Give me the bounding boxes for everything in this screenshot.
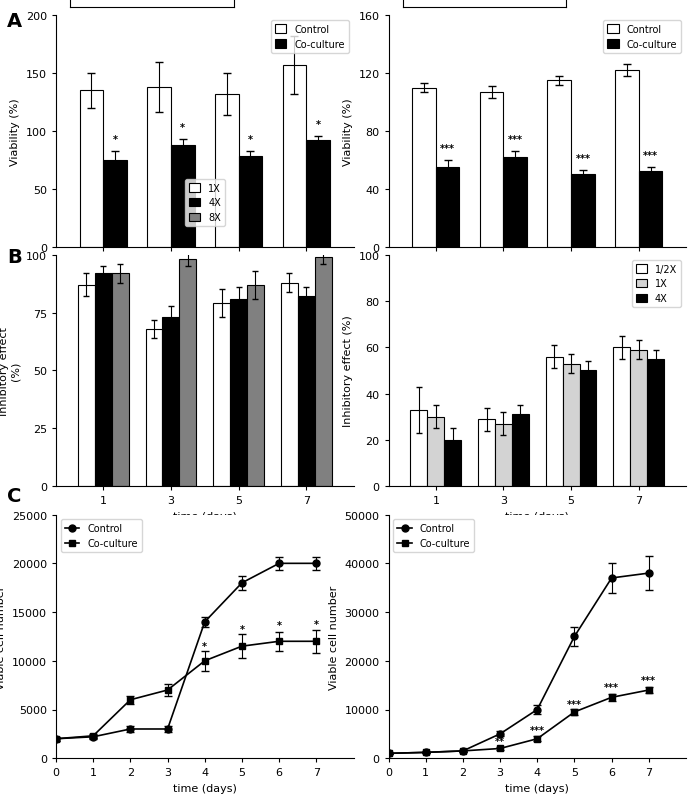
Bar bbox=[412, 88, 436, 247]
Text: *: * bbox=[248, 135, 253, 144]
Bar bbox=[503, 158, 527, 247]
Bar bbox=[495, 424, 512, 487]
Bar bbox=[215, 95, 239, 247]
Bar bbox=[428, 417, 444, 487]
Bar bbox=[314, 258, 332, 487]
Legend: Control, Co-culture: Control, Co-culture bbox=[61, 520, 141, 552]
Legend: Control, Co-culture: Control, Co-culture bbox=[271, 21, 349, 54]
X-axis label: time (days): time (days) bbox=[505, 511, 569, 521]
Bar bbox=[104, 161, 127, 247]
Bar bbox=[580, 371, 596, 487]
X-axis label: time (days): time (days) bbox=[173, 272, 237, 282]
Bar bbox=[647, 359, 664, 487]
Y-axis label: Viability (%): Viability (%) bbox=[10, 98, 20, 165]
Text: *: * bbox=[181, 123, 186, 133]
Bar bbox=[171, 146, 195, 247]
Bar bbox=[563, 364, 580, 487]
Bar bbox=[112, 274, 129, 487]
Bar bbox=[638, 172, 662, 247]
X-axis label: time (days): time (days) bbox=[173, 511, 237, 521]
Bar bbox=[78, 285, 95, 487]
Text: **: ** bbox=[495, 736, 505, 745]
Bar bbox=[283, 66, 306, 247]
X-axis label: time (days): time (days) bbox=[505, 272, 569, 282]
Legend: Control, Co-culture: Control, Co-culture bbox=[603, 21, 681, 54]
Bar bbox=[613, 348, 630, 487]
Bar bbox=[230, 299, 247, 487]
Text: *: * bbox=[314, 619, 318, 629]
Text: B: B bbox=[7, 247, 22, 266]
Bar bbox=[478, 419, 495, 487]
Text: ***: *** bbox=[567, 698, 582, 709]
Bar bbox=[146, 329, 162, 487]
Bar bbox=[436, 168, 459, 247]
Bar bbox=[547, 81, 571, 247]
Bar bbox=[410, 410, 428, 487]
Text: C: C bbox=[7, 487, 22, 505]
Bar bbox=[630, 350, 647, 487]
X-axis label: time (days): time (days) bbox=[173, 783, 237, 793]
Text: A: A bbox=[7, 12, 22, 31]
Bar bbox=[571, 175, 595, 247]
Bar bbox=[546, 357, 563, 487]
Bar bbox=[179, 260, 196, 487]
Y-axis label: Inhibitory effect
(%): Inhibitory effect (%) bbox=[0, 327, 20, 415]
Bar bbox=[306, 141, 330, 247]
Bar bbox=[480, 92, 503, 247]
Text: ***: *** bbox=[643, 151, 658, 161]
Bar bbox=[80, 92, 104, 247]
Y-axis label: Viability (%): Viability (%) bbox=[343, 98, 353, 165]
Text: *: * bbox=[239, 624, 244, 635]
Bar bbox=[95, 274, 112, 487]
Text: ***: *** bbox=[508, 135, 523, 145]
Text: ***: *** bbox=[641, 676, 657, 685]
Text: U251 cell: U251 cell bbox=[449, 0, 520, 2]
Y-axis label: Viable cell number: Viable cell number bbox=[0, 585, 6, 689]
Legend: 1X, 4X, 8X: 1X, 4X, 8X bbox=[185, 179, 225, 227]
Text: ***: *** bbox=[440, 144, 455, 154]
Text: *: * bbox=[113, 135, 118, 144]
Text: ***: *** bbox=[604, 683, 619, 693]
Bar bbox=[239, 157, 262, 247]
Bar bbox=[298, 297, 314, 487]
Bar bbox=[162, 318, 179, 487]
Text: C6 cell: C6 cell bbox=[126, 0, 178, 2]
Text: *: * bbox=[316, 119, 321, 130]
Y-axis label: Inhibitory effect (%): Inhibitory effect (%) bbox=[343, 315, 353, 427]
Y-axis label: Viable cell number: Viable cell number bbox=[329, 585, 339, 689]
Bar bbox=[147, 88, 171, 247]
X-axis label: time (days): time (days) bbox=[505, 783, 569, 793]
Text: *: * bbox=[276, 620, 281, 630]
Text: ***: *** bbox=[530, 725, 545, 736]
Text: *: * bbox=[202, 642, 207, 651]
Legend: Control, Co-culture: Control, Co-culture bbox=[393, 520, 474, 552]
Bar bbox=[281, 283, 297, 487]
Bar bbox=[615, 71, 638, 247]
Bar bbox=[214, 304, 230, 487]
Legend: 1/2X, 1X, 4X: 1/2X, 1X, 4X bbox=[631, 260, 681, 307]
Bar bbox=[444, 440, 461, 487]
Bar bbox=[247, 285, 264, 487]
Text: ***: *** bbox=[575, 154, 590, 164]
Bar bbox=[512, 415, 528, 487]
